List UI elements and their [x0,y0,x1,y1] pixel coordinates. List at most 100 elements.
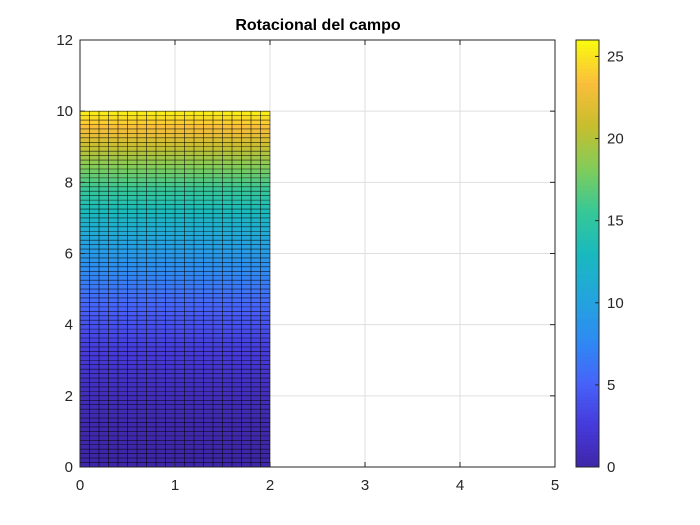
y-tick-label: 8 [65,174,73,191]
colorbar-band [576,378,599,383]
colorbar-band [576,427,599,432]
colorbar-band [576,292,599,297]
colorbar-band [576,253,599,258]
colorbar-band [576,249,599,254]
colorbar-band [576,410,599,415]
colorbar-band [576,225,599,230]
colorbar-band [576,118,599,123]
colorbar-band [576,313,599,319]
x-tick-label: 4 [456,477,464,494]
colorbar-band [576,164,599,169]
colorbar-band [576,242,599,247]
colorbar-band [576,136,599,141]
y-tick-label: 0 [65,459,73,476]
colorbar-tick-label: 15 [607,213,624,230]
colorbar-band [576,189,599,194]
colorbar-band [576,61,599,66]
colorbar-band [576,452,599,457]
colorbar-band [576,68,599,73]
colorbar-band [576,278,599,283]
colorbar-band [576,324,599,329]
y-tick-label: 6 [65,246,73,263]
colorbar-band [576,431,599,436]
colorbar-band [576,93,599,98]
colorbar-band [576,79,599,84]
colorbar-band [576,306,599,311]
colorbar-band [576,367,599,372]
colorbar-band [576,221,599,226]
colorbar-tick-label: 10 [607,295,624,312]
colorbar-band [576,143,599,148]
colorbar-band [576,271,599,276]
colorbar-band [576,438,599,443]
colorbar-band [576,239,599,244]
colorbar-band [576,128,599,134]
colorbar-band [576,121,599,126]
colorbar-band [576,104,599,109]
colorbar-band [576,299,599,304]
colorbar-band [576,346,599,351]
colorbar-band [576,363,599,368]
colorbar-band [576,153,599,158]
colorbar-band [576,296,599,301]
colorbar-band [576,43,599,48]
colorbar-band [576,442,599,447]
colorbar-band [576,200,599,205]
colorbar-band [576,349,599,354]
colorbar-band [576,402,599,408]
colorbar-band [576,107,599,112]
colorbar-band [576,264,599,269]
colorbar-band [576,388,599,393]
colorbar-band [576,289,599,294]
colorbar-band [576,111,599,116]
colorbar-band [576,374,599,379]
colorbar-band [576,331,599,336]
colorbar-tick-label: 20 [607,131,624,148]
colorbar-band [576,47,599,52]
colorbar-band [576,96,599,101]
colorbar-tick-label: 25 [607,48,624,65]
colorbar-band [576,395,599,400]
colorbar-band [576,353,599,358]
colorbar-tick-label: 5 [607,377,615,394]
colorbar-band [576,57,599,62]
colorbar-band [576,178,599,183]
colorbar-band [576,157,599,162]
colorbar-band [576,317,599,322]
colorbar-band [576,232,599,237]
colorbar-band [576,150,599,155]
colorbar-band [576,463,599,468]
colorbar-band [576,168,599,173]
colorbar-band [576,139,599,144]
colorbar-band [576,89,599,94]
colorbar-band [576,399,599,404]
colorbar-band [576,228,599,233]
colorbar-band [576,274,599,279]
colorbar-band [576,434,599,440]
colorbar-band [576,64,599,69]
colorbar-band [576,459,599,464]
colorbar-band [576,342,599,347]
colorbar-band [576,132,599,137]
y-tick-label: 4 [65,317,73,334]
colorbar-band [576,328,599,333]
colorbar-band [576,445,599,450]
colorbar-band [576,281,599,287]
colorbar-band [576,217,599,222]
colorbar-band [576,321,599,326]
colorbar-band [576,125,599,130]
colorbar-band [576,338,599,343]
colorbar-band [576,417,599,422]
colorbar-band [576,381,599,386]
colorbar-band [576,235,599,240]
colorbar-band [576,392,599,397]
colorbar-tick-label: 0 [607,459,615,476]
colorbar-band [576,310,599,315]
colorbar-band [576,285,599,290]
colorbar-band [576,86,599,91]
surface-plot [79,110,271,468]
colorbar-band [576,356,599,361]
